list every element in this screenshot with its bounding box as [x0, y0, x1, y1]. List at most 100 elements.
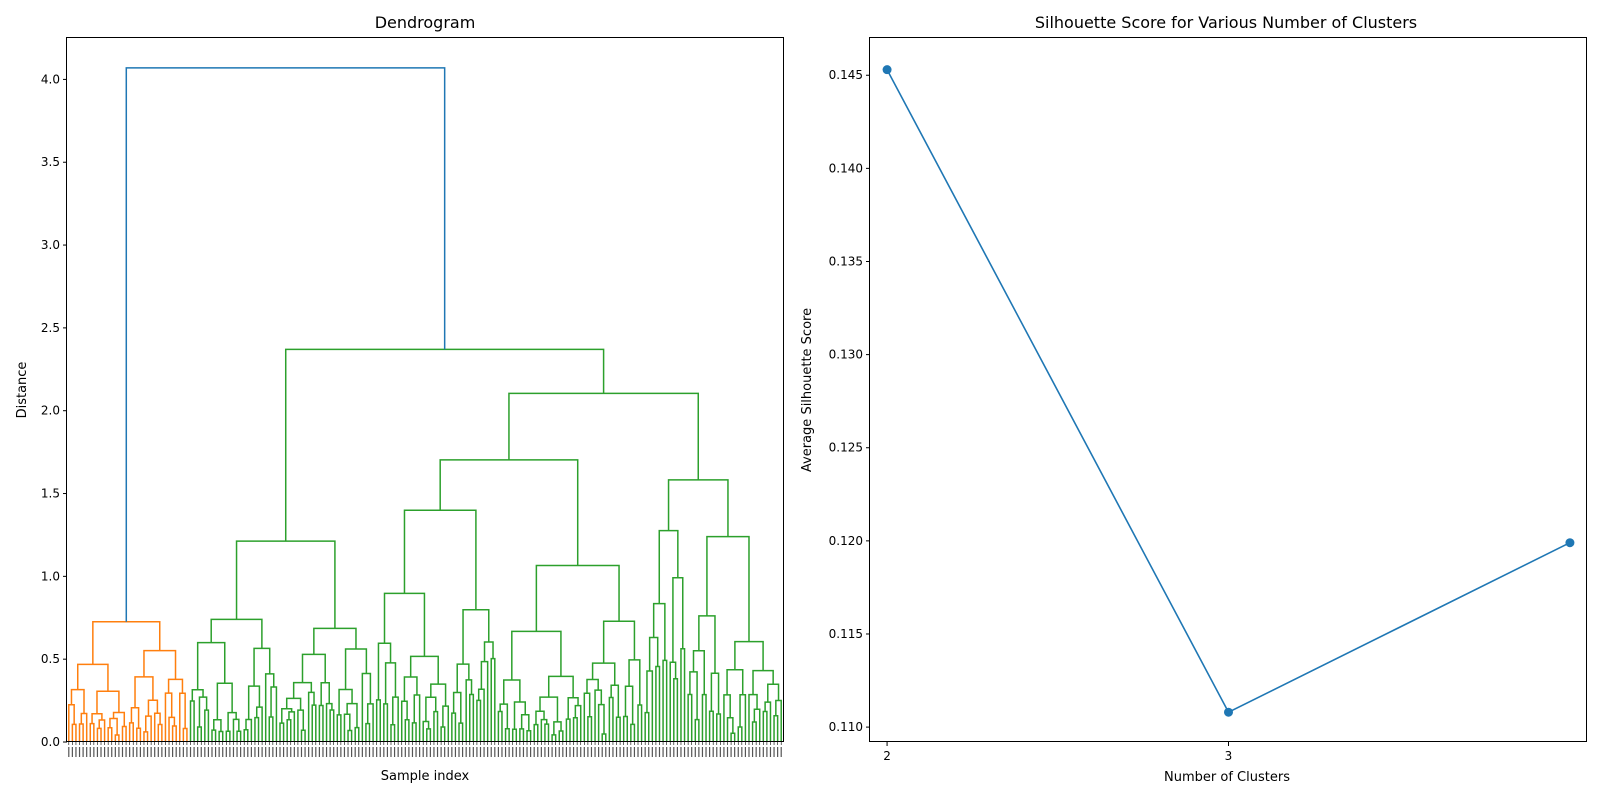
leaf-tick-label	[658, 747, 661, 757]
y-tick-label: 0.115	[829, 627, 863, 641]
dendrogram-link	[753, 708, 761, 742]
leaf-tick-label	[214, 747, 217, 757]
leaf-tick-label	[200, 747, 202, 757]
dendrogram-link	[587, 715, 593, 742]
silhouette-title: Silhouette Score for Various Number of C…	[1035, 13, 1417, 32]
dendrogram-link	[121, 725, 127, 742]
dendrogram-link	[716, 713, 722, 742]
dendrogram-link	[698, 615, 716, 674]
leaf-tick-label	[712, 747, 714, 757]
leaf-tick-label	[694, 747, 696, 757]
leaf-tick-label	[179, 747, 181, 757]
silhouette-data-point	[1565, 538, 1575, 548]
dendrogram-link	[157, 723, 163, 742]
dendrogram-link	[662, 659, 668, 742]
dendrogram-link	[338, 688, 353, 715]
leaf-tick-label	[705, 747, 707, 757]
leaf-tick-label	[651, 747, 653, 757]
leaf-tick-label	[487, 747, 489, 757]
dendrogram-link	[213, 719, 222, 732]
dendrogram-link	[572, 716, 578, 742]
leaf-tick-label	[154, 747, 156, 757]
y-tick-label: 0.5	[41, 652, 60, 666]
dendrogram-link	[558, 730, 564, 742]
dendrogram-link	[413, 694, 421, 742]
dendrogram-link	[752, 669, 774, 695]
dendrogram-link	[451, 712, 457, 742]
leaf-tick-label	[82, 747, 84, 757]
dendrogram-link	[630, 723, 636, 742]
leaf-tick-label	[469, 747, 471, 757]
y-tick-label: 4.0	[41, 72, 60, 86]
leaf-tick-label	[648, 747, 650, 757]
leaf-tick-label	[250, 747, 252, 757]
dendrogram-link	[107, 727, 113, 742]
dendrogram-link	[775, 699, 782, 742]
leaf-tick-label	[623, 747, 625, 757]
dendrogram-link	[145, 715, 152, 742]
dendrogram-link	[409, 655, 439, 685]
dendrogram-link	[225, 730, 231, 742]
leaf-tick-label	[175, 747, 177, 757]
dendrogram-link	[404, 719, 410, 742]
dendrogram-link	[511, 630, 562, 681]
leaf-tick-label	[86, 747, 88, 757]
dendrogram-link	[497, 710, 503, 742]
leaf-tick-label	[472, 747, 474, 757]
dendrogram-link	[153, 712, 161, 742]
leaf-tick-label	[640, 747, 643, 757]
leaf-tick-label	[401, 747, 403, 757]
dendrogram-x-label: Sample index	[381, 769, 470, 784]
leaf-tick-label	[780, 747, 782, 757]
silhouette-frame	[869, 37, 1587, 742]
leaf-tick-label	[587, 747, 589, 757]
dendrogram-link	[508, 392, 700, 480]
leaf-tick-label	[336, 747, 338, 757]
dendrogram-link	[279, 722, 285, 742]
dendrogram-link	[268, 716, 274, 742]
leaf-tick-label	[734, 747, 736, 757]
dendrogram-link	[243, 729, 249, 742]
leaf-tick-label	[290, 747, 292, 757]
silhouette-series-line	[886, 69, 1571, 714]
leaf-tick-label	[397, 747, 399, 757]
leaf-tick-label	[361, 747, 363, 757]
dendrogram-link	[687, 693, 693, 742]
dendrogram-link	[400, 700, 408, 742]
leaf-tick-label	[282, 747, 285, 757]
leaf-tick-label	[580, 747, 582, 757]
dendrogram-link	[227, 711, 237, 732]
leaf-tick-label	[107, 747, 109, 757]
leaf-tick-label	[530, 747, 532, 757]
leaf-tick-label	[719, 747, 721, 757]
leaf-tick-label	[329, 747, 331, 757]
dendrogram-link	[615, 716, 621, 742]
leaf-tick-label	[103, 747, 106, 757]
leaf-tick-label	[236, 747, 238, 757]
dendrogram-link	[547, 675, 574, 698]
silhouette-y-label: Average Silhouette Score	[800, 308, 815, 472]
dendrogram-link	[366, 703, 374, 742]
dendrogram-link	[136, 727, 142, 742]
leaf-tick-label	[426, 747, 428, 757]
leaf-tick-label	[562, 747, 564, 757]
leaf-tick-label	[447, 747, 449, 757]
y-tick-label: 2.0	[41, 404, 60, 418]
dendrogram-link	[648, 636, 659, 671]
leaf-tick-label	[737, 747, 739, 757]
dendrogram-link	[701, 693, 707, 742]
leaf-tick-label	[257, 747, 260, 757]
leaf-tick-label	[118, 747, 120, 757]
dendrogram-link	[270, 686, 278, 742]
leaf-tick-label	[655, 747, 657, 757]
leaf-tick-label	[605, 747, 607, 757]
leaf-tick-label	[726, 747, 729, 757]
leaf-tick-label	[440, 747, 442, 757]
dendrogram-link	[89, 722, 95, 742]
dendrogram-link	[544, 723, 550, 742]
leaf-tick-label	[415, 747, 417, 757]
leaf-tick-label	[755, 747, 757, 757]
dendrogram-link	[422, 720, 430, 742]
dendrogram-link	[210, 618, 263, 649]
dendrogram-link	[68, 703, 75, 742]
